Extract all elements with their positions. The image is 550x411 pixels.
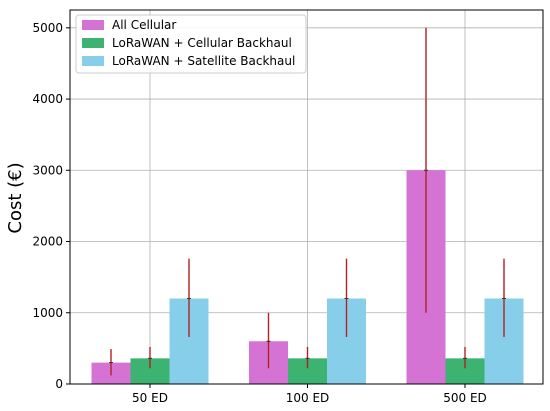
y-tick-label-2: 2000	[32, 235, 63, 249]
y-tick-label-4: 4000	[32, 92, 63, 106]
y-axis-label: Cost (€)	[5, 162, 26, 233]
legend-label-2: LoRaWAN + Satellite Backhaul	[112, 54, 295, 68]
y-tick-label-5: 5000	[32, 21, 63, 35]
plot-frame	[69, 9, 544, 385]
y-tick-label-3: 3000	[32, 163, 63, 177]
legend-swatch-1	[82, 38, 104, 48]
legend-label-0: All Cellular	[112, 18, 176, 32]
legend-swatch-2	[82, 56, 104, 66]
legend-box	[75, 14, 307, 74]
x-tick-label-0: 50 ED	[132, 391, 168, 405]
legend-swatch-0	[82, 20, 104, 30]
x-tick-label-2: 500 ED	[443, 391, 487, 405]
legend-label-1: LoRaWAN + Cellular Backhaul	[112, 36, 292, 50]
y-tick-label-0: 0	[55, 377, 63, 391]
x-tick-label-1: 100 ED	[286, 391, 330, 405]
y-tick-label-1: 1000	[32, 306, 63, 320]
